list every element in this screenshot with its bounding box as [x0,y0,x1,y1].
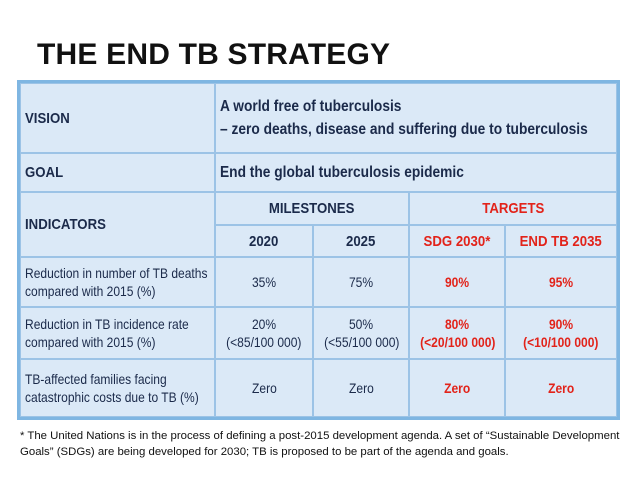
strategy-table: VISION A world free of tuberculosis – ze… [17,80,621,420]
header-row-groups: INDICATORS MILESTONES TARGETS [20,192,618,257]
milestones-header: MILESTONES [215,192,409,225]
vision-label: VISION [25,109,70,127]
goal-label: GOAL [25,164,64,181]
value-cell: Zero [313,359,409,417]
value-cell: Zero [215,359,313,417]
targets-label: TARGETS [481,200,545,217]
footnote: * The United Nations is in the process o… [20,430,620,458]
vision-text-cell: A world free of tuberculosis – zero deat… [215,83,618,153]
year-sdg-2030: SDG 2030* [409,225,505,257]
year-end-tb-2035: END TB 2035 [505,225,618,257]
indicators-label: INDICATORS [25,216,106,233]
value-cell: 35% [215,257,313,307]
goal-row: GOAL End the global tuberculosis epidemi… [20,153,618,192]
table-row: Reduction in number of TB deaths compare… [20,257,618,307]
value-cell: 75% [313,257,409,307]
slide-title: THE END TB STRATEGY [37,38,391,71]
vision-line-1: A world free of tuberculosis [220,98,402,115]
vision-row: VISION A world free of tuberculosis – ze… [20,83,618,153]
table-row: TB-affected families facing catastrophic… [20,359,618,417]
indicator-incidence: Reduction in TB incidence rate compared … [20,307,215,359]
indicator-catastrophic-costs: TB-affected families facing catastrophic… [20,359,215,417]
year-2020: 2020 [215,225,313,257]
target-value-cell: 95% [505,257,618,307]
indicator-deaths: Reduction in number of TB deaths compare… [20,257,215,307]
vision-line-2: – zero deaths, disease and suffering due… [220,121,588,138]
header-row-years: 2020 2025 SDG 2030* END TB 2035 [20,225,618,257]
target-value-cell: 80% (<20/100 000) [409,307,505,359]
target-value-cell: Zero [409,359,505,417]
target-value-cell: 90% (<10/100 000) [505,307,618,359]
value-cell: 50% (<55/100 000) [313,307,409,359]
goal-text: End the global tuberculosis epidemic [220,164,464,181]
target-value-cell: Zero [505,359,618,417]
value-cell: 20% (<85/100 000) [215,307,313,359]
target-value-cell: 90% [409,257,505,307]
year-2025: 2025 [313,225,409,257]
indicators-label-cell: INDICATORS [20,192,215,257]
targets-header: TARGETS [409,192,618,225]
goal-label-cell: GOAL [20,153,215,192]
milestones-label: MILESTONES [269,200,355,217]
vision-label-cell: VISION [20,83,215,153]
table-row: Reduction in TB incidence rate compared … [20,307,618,359]
goal-text-cell: End the global tuberculosis epidemic [215,153,618,192]
